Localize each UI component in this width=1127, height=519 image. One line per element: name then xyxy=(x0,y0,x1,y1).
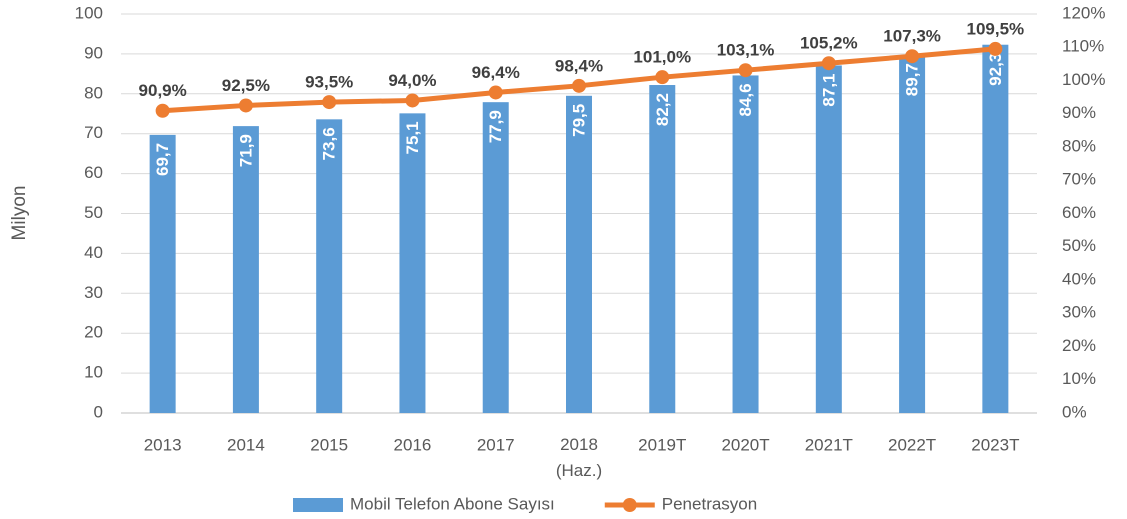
line-point xyxy=(238,98,253,113)
line-value-label: 109,5% xyxy=(967,19,1025,38)
y2-tick-label: 120% xyxy=(1062,3,1105,22)
y2-tick-label: 60% xyxy=(1062,203,1096,222)
x-tick-label: 2023T xyxy=(971,435,1019,454)
bar-value-label: 92,3 xyxy=(986,53,1005,86)
line-point xyxy=(322,95,337,110)
y-tick-label: 0 xyxy=(94,402,103,421)
bar-value-label: 79,5 xyxy=(569,104,588,137)
y-tick-label: 100 xyxy=(75,3,103,22)
y2-tick-label: 70% xyxy=(1062,170,1096,189)
line-value-label: 90,9% xyxy=(139,81,187,100)
y-tick-label: 60 xyxy=(84,163,103,182)
bar-value-label: 84,6 xyxy=(736,83,755,116)
y2-tick-label: 30% xyxy=(1062,303,1096,322)
y2-tick-label: 110% xyxy=(1062,37,1104,56)
line-value-label: 107,3% xyxy=(883,27,941,46)
bar xyxy=(149,134,176,413)
x-tick-label: 2021T xyxy=(805,435,853,454)
line-value-label: 101,0% xyxy=(633,48,691,67)
x-tick-label: 2018 (Haz.) xyxy=(556,435,602,480)
bar xyxy=(815,65,842,413)
bar xyxy=(982,44,1009,414)
y2-tick-label: 0% xyxy=(1062,402,1087,421)
x-tick-label: 2022T xyxy=(888,435,936,454)
x-tick-label: 2013 xyxy=(144,435,182,454)
y-axis-label: Milyon xyxy=(9,186,30,241)
line-point xyxy=(655,70,670,85)
y-tick-label: 80 xyxy=(84,83,103,102)
y2-tick-label: 80% xyxy=(1062,136,1096,155)
line-value-label: 92,5% xyxy=(222,76,270,95)
bar xyxy=(566,95,592,414)
bar xyxy=(316,119,343,413)
y2-tick-label: 50% xyxy=(1062,236,1096,255)
legend-label: Penetrasyon xyxy=(662,494,757,513)
y2-tick-label: 10% xyxy=(1062,369,1096,388)
line-point xyxy=(572,78,586,93)
line-value-label: 105,2% xyxy=(800,34,858,53)
bar xyxy=(482,102,509,413)
y-tick-label: 40 xyxy=(84,243,103,262)
line-value-label: 93,5% xyxy=(305,73,353,92)
line-point xyxy=(988,41,1003,56)
y-tick-label: 20 xyxy=(84,323,103,342)
bar-value-label: 77,9 xyxy=(486,110,505,143)
line-point xyxy=(155,103,170,118)
y-tick-label: 10 xyxy=(84,363,103,382)
y2-tick-label: 100% xyxy=(1062,70,1105,89)
y-tick-label: 30 xyxy=(84,283,103,302)
bar xyxy=(649,85,676,413)
legend-swatch xyxy=(622,498,637,512)
x-tick-label: 2017 xyxy=(477,435,515,454)
y-tick-label: 70 xyxy=(84,123,103,142)
y2-tick-label: 40% xyxy=(1062,269,1096,288)
line-point xyxy=(821,56,836,71)
legend-swatch xyxy=(293,498,343,512)
x-tick-label: 2020T xyxy=(721,435,769,454)
y2-tick-label: 20% xyxy=(1062,336,1096,355)
bar-value-label: 69,7 xyxy=(153,143,172,176)
x-tick-label: 2016 xyxy=(394,435,432,454)
x-tick-label: 2015 xyxy=(310,435,348,454)
bar-value-label: 73,6 xyxy=(320,127,339,160)
line-point xyxy=(488,85,503,100)
bar xyxy=(899,55,926,414)
line-value-label: 98,4% xyxy=(555,56,603,75)
bar-value-label: 71,9 xyxy=(236,134,255,167)
bar-value-label: 82,2 xyxy=(653,93,672,126)
line-value-label: 103,1% xyxy=(717,41,775,60)
line-value-label: 94,0% xyxy=(388,71,436,90)
bar xyxy=(732,75,759,414)
x-tick-label: 2014 xyxy=(227,435,265,454)
line-point xyxy=(738,63,753,78)
bar-value-label: 75,1 xyxy=(403,121,422,154)
bar xyxy=(232,126,259,413)
x-tick-label: 2019T xyxy=(638,435,686,454)
line-value-label: 96,4% xyxy=(472,63,520,82)
y2-tick-label: 90% xyxy=(1062,103,1096,122)
bar-value-label: 89,7 xyxy=(903,63,922,96)
legend-label: Mobil Telefon Abone Sayısı xyxy=(350,494,555,513)
bar-value-label: 87,1 xyxy=(819,73,838,106)
bar xyxy=(399,113,426,413)
y-tick-label: 90 xyxy=(84,43,103,62)
y-tick-label: 50 xyxy=(84,203,103,222)
line-point xyxy=(905,49,920,64)
line-point xyxy=(405,93,420,108)
